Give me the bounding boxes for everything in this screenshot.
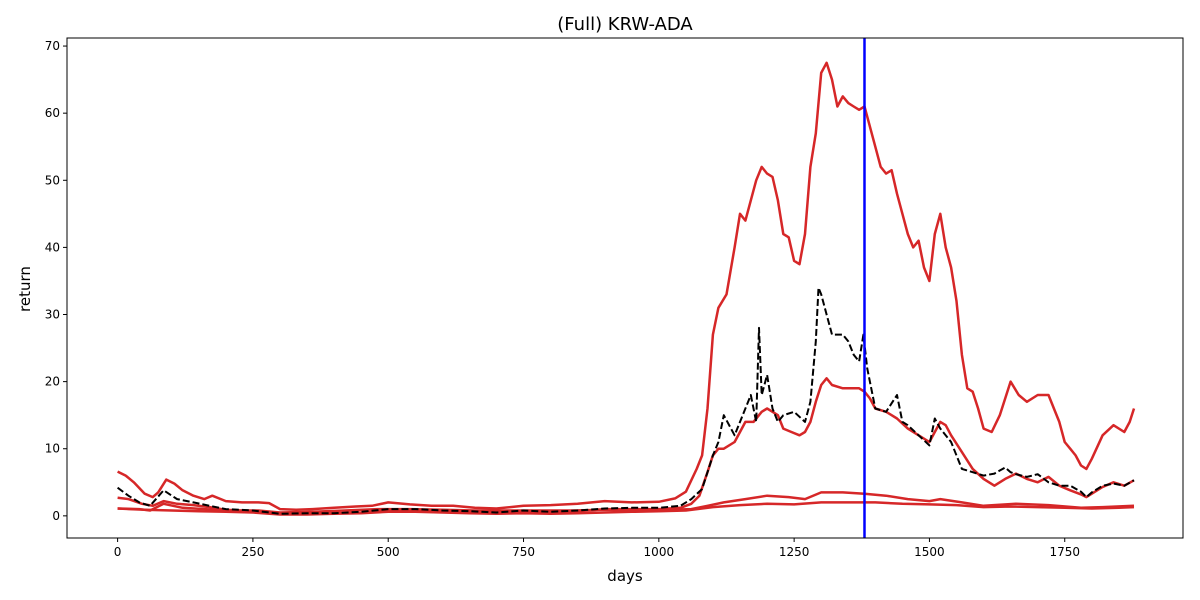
y-tick-label: 20 bbox=[45, 375, 60, 389]
y-tick-label: 40 bbox=[45, 240, 60, 254]
y-tick-label: 10 bbox=[45, 442, 60, 456]
chart-title: (Full) KRW-ADA bbox=[557, 14, 693, 35]
x-tick-label: 1000 bbox=[644, 545, 675, 559]
x-tick-label: 250 bbox=[241, 545, 264, 559]
series-line-4 bbox=[117, 501, 1135, 516]
series-group bbox=[117, 61, 1136, 516]
x-tick-label: 750 bbox=[512, 545, 535, 559]
x-axis-label: days bbox=[607, 567, 643, 585]
plot-frame bbox=[66, 37, 1184, 539]
y-tick-label: 60 bbox=[45, 106, 60, 120]
y-axis-label: return bbox=[16, 266, 34, 312]
plot-area bbox=[66, 37, 1184, 539]
x-tick-label: 1750 bbox=[1049, 545, 1080, 559]
series-line-1 bbox=[117, 61, 1136, 512]
series-line-2 bbox=[117, 377, 1135, 516]
y-tick-label: 30 bbox=[45, 308, 60, 322]
y-tick-label: 0 bbox=[52, 509, 60, 523]
x-tick-label: 500 bbox=[377, 545, 400, 559]
x-tick-label: 1250 bbox=[779, 545, 810, 559]
series-line-dashed bbox=[117, 286, 1135, 515]
x-tick-label: 0 bbox=[114, 545, 122, 559]
y-tick-label: 70 bbox=[45, 39, 60, 53]
x-tick-label: 1500 bbox=[914, 545, 945, 559]
y-axis: 0 10 20 30 40 50 60 70 bbox=[45, 39, 67, 523]
y-tick-label: 50 bbox=[45, 173, 60, 187]
x-axis: 0 250 500 750 1000 1250 1500 1750 bbox=[114, 538, 1080, 559]
